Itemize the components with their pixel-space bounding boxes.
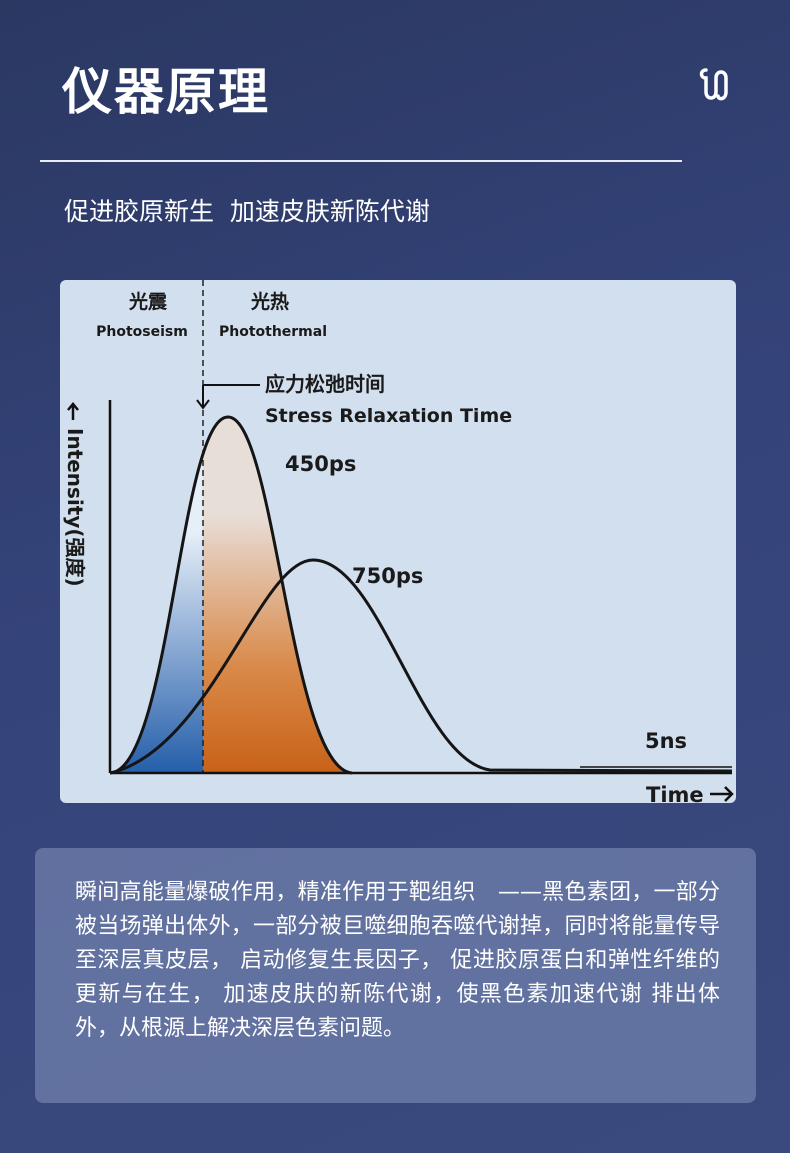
y-axis-label: Intensity(强度): [63, 428, 87, 587]
annotation: 应力松弛时间: [265, 372, 385, 396]
region-label: 光热: [250, 290, 289, 313]
menu-icon[interactable]: [698, 66, 732, 104]
diagram: 光震 Photoseism 光热 Photothermal 应力松弛时间 Str…: [63, 280, 734, 803]
x-axis-arrow: [710, 786, 734, 802]
subtitle: 促进胶原新生 加速皮肤新陈代谢: [64, 197, 430, 226]
curve-label: 750ps: [352, 564, 423, 588]
x-axis-label: Time: [646, 783, 704, 803]
region-label: 光震: [128, 290, 168, 313]
y-axis-arrow: [67, 402, 79, 420]
page-title: 仪器原理: [62, 63, 270, 121]
annotation: Stress Relaxation Time: [265, 405, 512, 427]
diagram-panel: 光震 Photoseism 光热 Photothermal 应力松弛时间 Str…: [60, 280, 736, 803]
annotation-arrow: [196, 384, 260, 410]
description: 瞬间高能量爆破作用，精准作用于靶组织 ——黑色素团，一部分被当场弹出体外，一部分…: [35, 848, 756, 1103]
curve-450ps: [109, 415, 353, 775]
curve-label: 450ps: [285, 452, 356, 476]
region-label: Photothermal: [219, 324, 327, 340]
curve-label: 5ns: [645, 729, 687, 753]
divider: [40, 160, 682, 162]
curve-750ps: [109, 558, 733, 775]
region-label: Photoseism: [96, 324, 188, 340]
